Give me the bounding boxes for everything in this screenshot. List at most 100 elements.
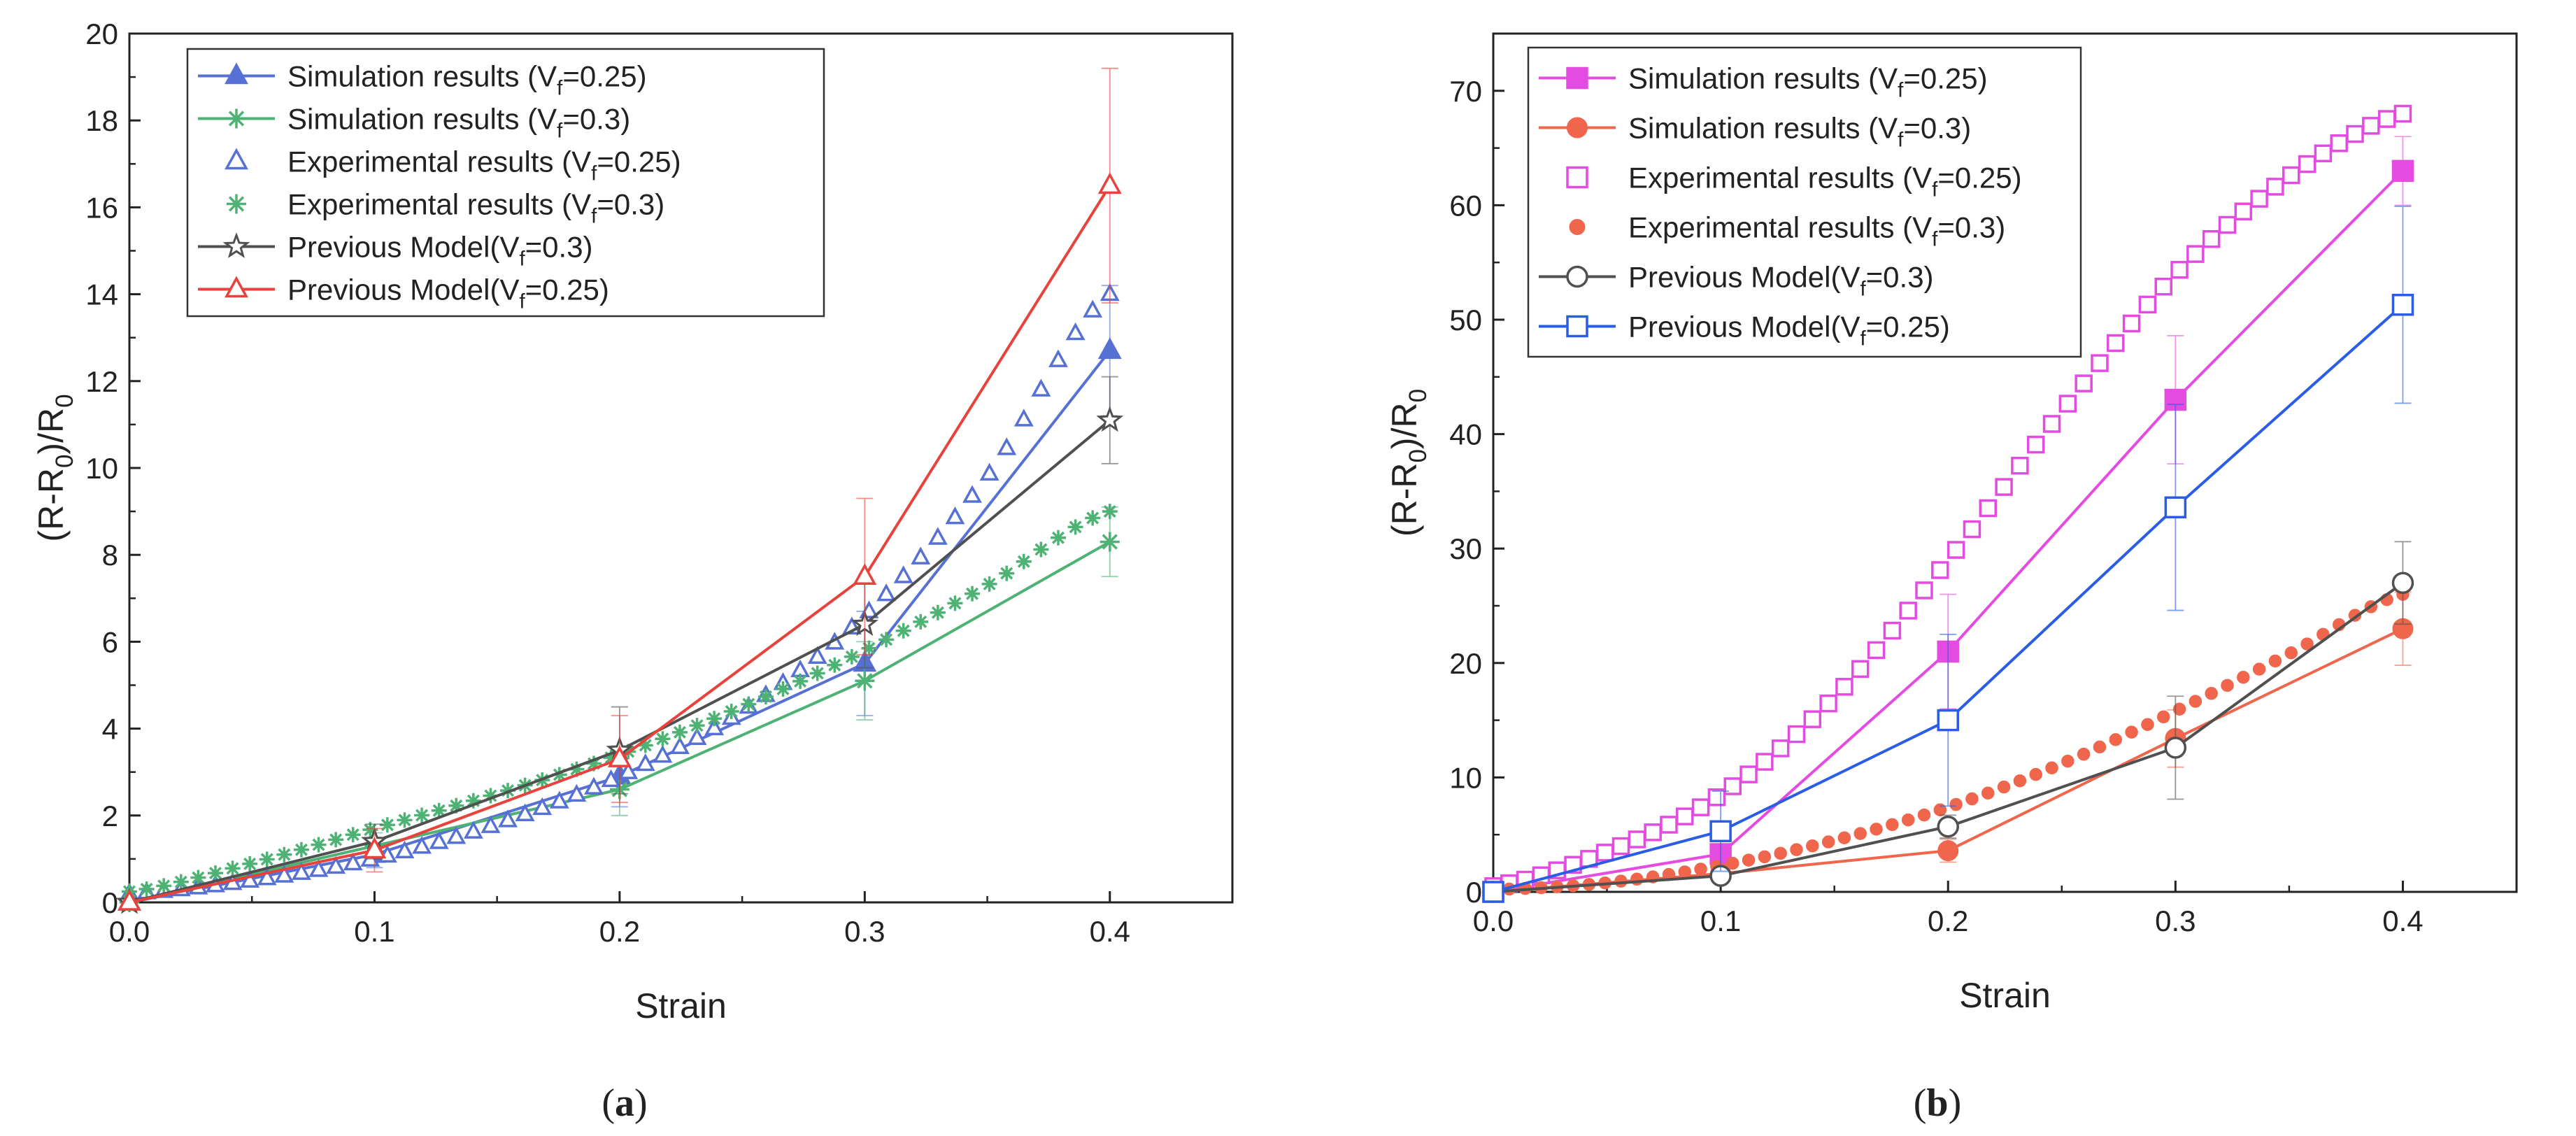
legend-item: Previous Model(Vf=0.25) bbox=[198, 274, 609, 313]
data-point bbox=[2268, 654, 2282, 668]
data-point bbox=[601, 769, 621, 788]
legend-marker bbox=[227, 108, 246, 129]
data-point bbox=[551, 767, 567, 783]
data-point bbox=[379, 817, 395, 833]
data-point bbox=[2282, 166, 2300, 185]
x-axis-label: Strain bbox=[1959, 976, 2051, 1015]
legend-marker bbox=[225, 148, 248, 170]
data-point bbox=[276, 846, 292, 862]
data-point bbox=[1048, 349, 1068, 367]
legend-label: Experimental results (Vf=0.3) bbox=[287, 188, 664, 228]
data-point bbox=[981, 576, 997, 592]
data-point bbox=[2154, 277, 2172, 296]
data-point bbox=[343, 852, 363, 871]
data-point bbox=[2029, 767, 2042, 781]
data-point bbox=[2393, 104, 2412, 123]
data-point bbox=[569, 761, 585, 777]
data-point bbox=[878, 632, 895, 648]
data-point bbox=[1997, 780, 2011, 794]
legend-label: Previous Model(Vf=0.25) bbox=[287, 274, 609, 313]
x-tick-label: 0.4 bbox=[1090, 915, 1130, 948]
data-point bbox=[962, 485, 982, 503]
chart-panel-a: 0.0 0.1 0.2 0.3 0.4 0 2 4 6 8 10 12 14 16 18 20 Strain (R… bbox=[31, 17, 1234, 1125]
y-tick-label: 12 bbox=[85, 365, 118, 398]
data-point bbox=[655, 731, 671, 747]
data-point bbox=[775, 681, 791, 697]
legend-label: Simulation results (Vf=0.3) bbox=[287, 103, 630, 143]
data-point bbox=[2377, 110, 2396, 128]
data-point bbox=[1806, 839, 1819, 853]
data-point bbox=[2391, 571, 2414, 595]
legend-marker bbox=[1566, 66, 1588, 90]
panel-caption: (a) bbox=[602, 1081, 647, 1125]
data-point bbox=[757, 688, 774, 704]
data-point bbox=[1739, 765, 1758, 783]
data-point bbox=[607, 746, 632, 767]
data-point bbox=[827, 657, 843, 673]
y-axis-label: (R-R0)/R0 bbox=[31, 394, 78, 541]
data-point bbox=[465, 793, 481, 809]
data-point bbox=[412, 836, 432, 854]
data-point bbox=[242, 855, 258, 872]
data-point bbox=[1965, 792, 1979, 806]
legend-box bbox=[1527, 46, 2082, 358]
legend-item: Previous Model(Vf=0.3) bbox=[1539, 261, 1934, 300]
data-point bbox=[1085, 510, 1101, 526]
data-point bbox=[2093, 740, 2107, 754]
data-point bbox=[1821, 835, 1835, 849]
data-point bbox=[515, 803, 535, 822]
data-point bbox=[2234, 202, 2253, 221]
data-point bbox=[567, 783, 587, 802]
data-point bbox=[1851, 660, 1870, 679]
data-point bbox=[2391, 159, 2414, 183]
data-point bbox=[2189, 695, 2203, 708]
data-point bbox=[893, 565, 913, 583]
data-point bbox=[1787, 725, 1806, 744]
data-point bbox=[997, 437, 1017, 455]
legend-marker bbox=[1569, 219, 1586, 235]
legend-item: Simulation results (Vf=0.25) bbox=[198, 60, 647, 99]
series-previous-model-vf-0-3 bbox=[115, 376, 1124, 914]
data-point bbox=[945, 506, 965, 525]
data-point bbox=[913, 613, 929, 630]
legend: Simulation results (Vf=0.25) Simulation r… bbox=[186, 48, 825, 318]
data-point bbox=[930, 604, 946, 620]
data-point bbox=[1937, 840, 1959, 862]
y-tick-label: 16 bbox=[85, 191, 118, 224]
data-point bbox=[173, 874, 189, 890]
data-point bbox=[328, 832, 344, 848]
data-point bbox=[1835, 678, 1853, 696]
x-tick-label: 0.0 bbox=[1473, 904, 1514, 937]
legend-marker bbox=[227, 194, 246, 214]
data-point bbox=[1691, 798, 1710, 816]
legend-label: Simulation results (Vf=0.25) bbox=[1628, 62, 1988, 102]
data-point bbox=[1995, 478, 2013, 496]
y-tick-label: 50 bbox=[1449, 304, 1482, 336]
data-point bbox=[1917, 808, 1931, 822]
data-point bbox=[1628, 830, 1646, 849]
data-point bbox=[853, 563, 877, 585]
data-point bbox=[2314, 144, 2333, 163]
data-point bbox=[2125, 725, 2138, 739]
data-point bbox=[240, 869, 260, 888]
data-point bbox=[999, 565, 1015, 581]
data-point bbox=[1595, 844, 1614, 862]
data-point bbox=[225, 860, 241, 876]
data-point bbox=[2058, 395, 2077, 413]
legend-label: Experimental results (Vf=0.25) bbox=[287, 145, 681, 185]
data-point bbox=[2141, 718, 2154, 732]
series-previous-model-vf-0-25 bbox=[118, 67, 1122, 911]
data-point bbox=[1899, 602, 1917, 620]
data-point bbox=[1100, 532, 1120, 552]
data-point bbox=[2107, 334, 2125, 353]
data-point bbox=[1051, 530, 1066, 546]
legend-label: Previous Model(Vf=0.25) bbox=[1628, 311, 1950, 350]
data-point bbox=[1756, 753, 1774, 771]
y-axis-label: (R-R0)/R0 bbox=[1385, 389, 1432, 537]
legend-item: Simulation results (Vf=0.25) bbox=[1539, 62, 1988, 102]
y-tick-label: 6 bbox=[102, 625, 118, 658]
data-point bbox=[118, 888, 141, 911]
data-point bbox=[2362, 117, 2380, 135]
data-point bbox=[1013, 409, 1034, 427]
data-point bbox=[1931, 561, 1949, 579]
